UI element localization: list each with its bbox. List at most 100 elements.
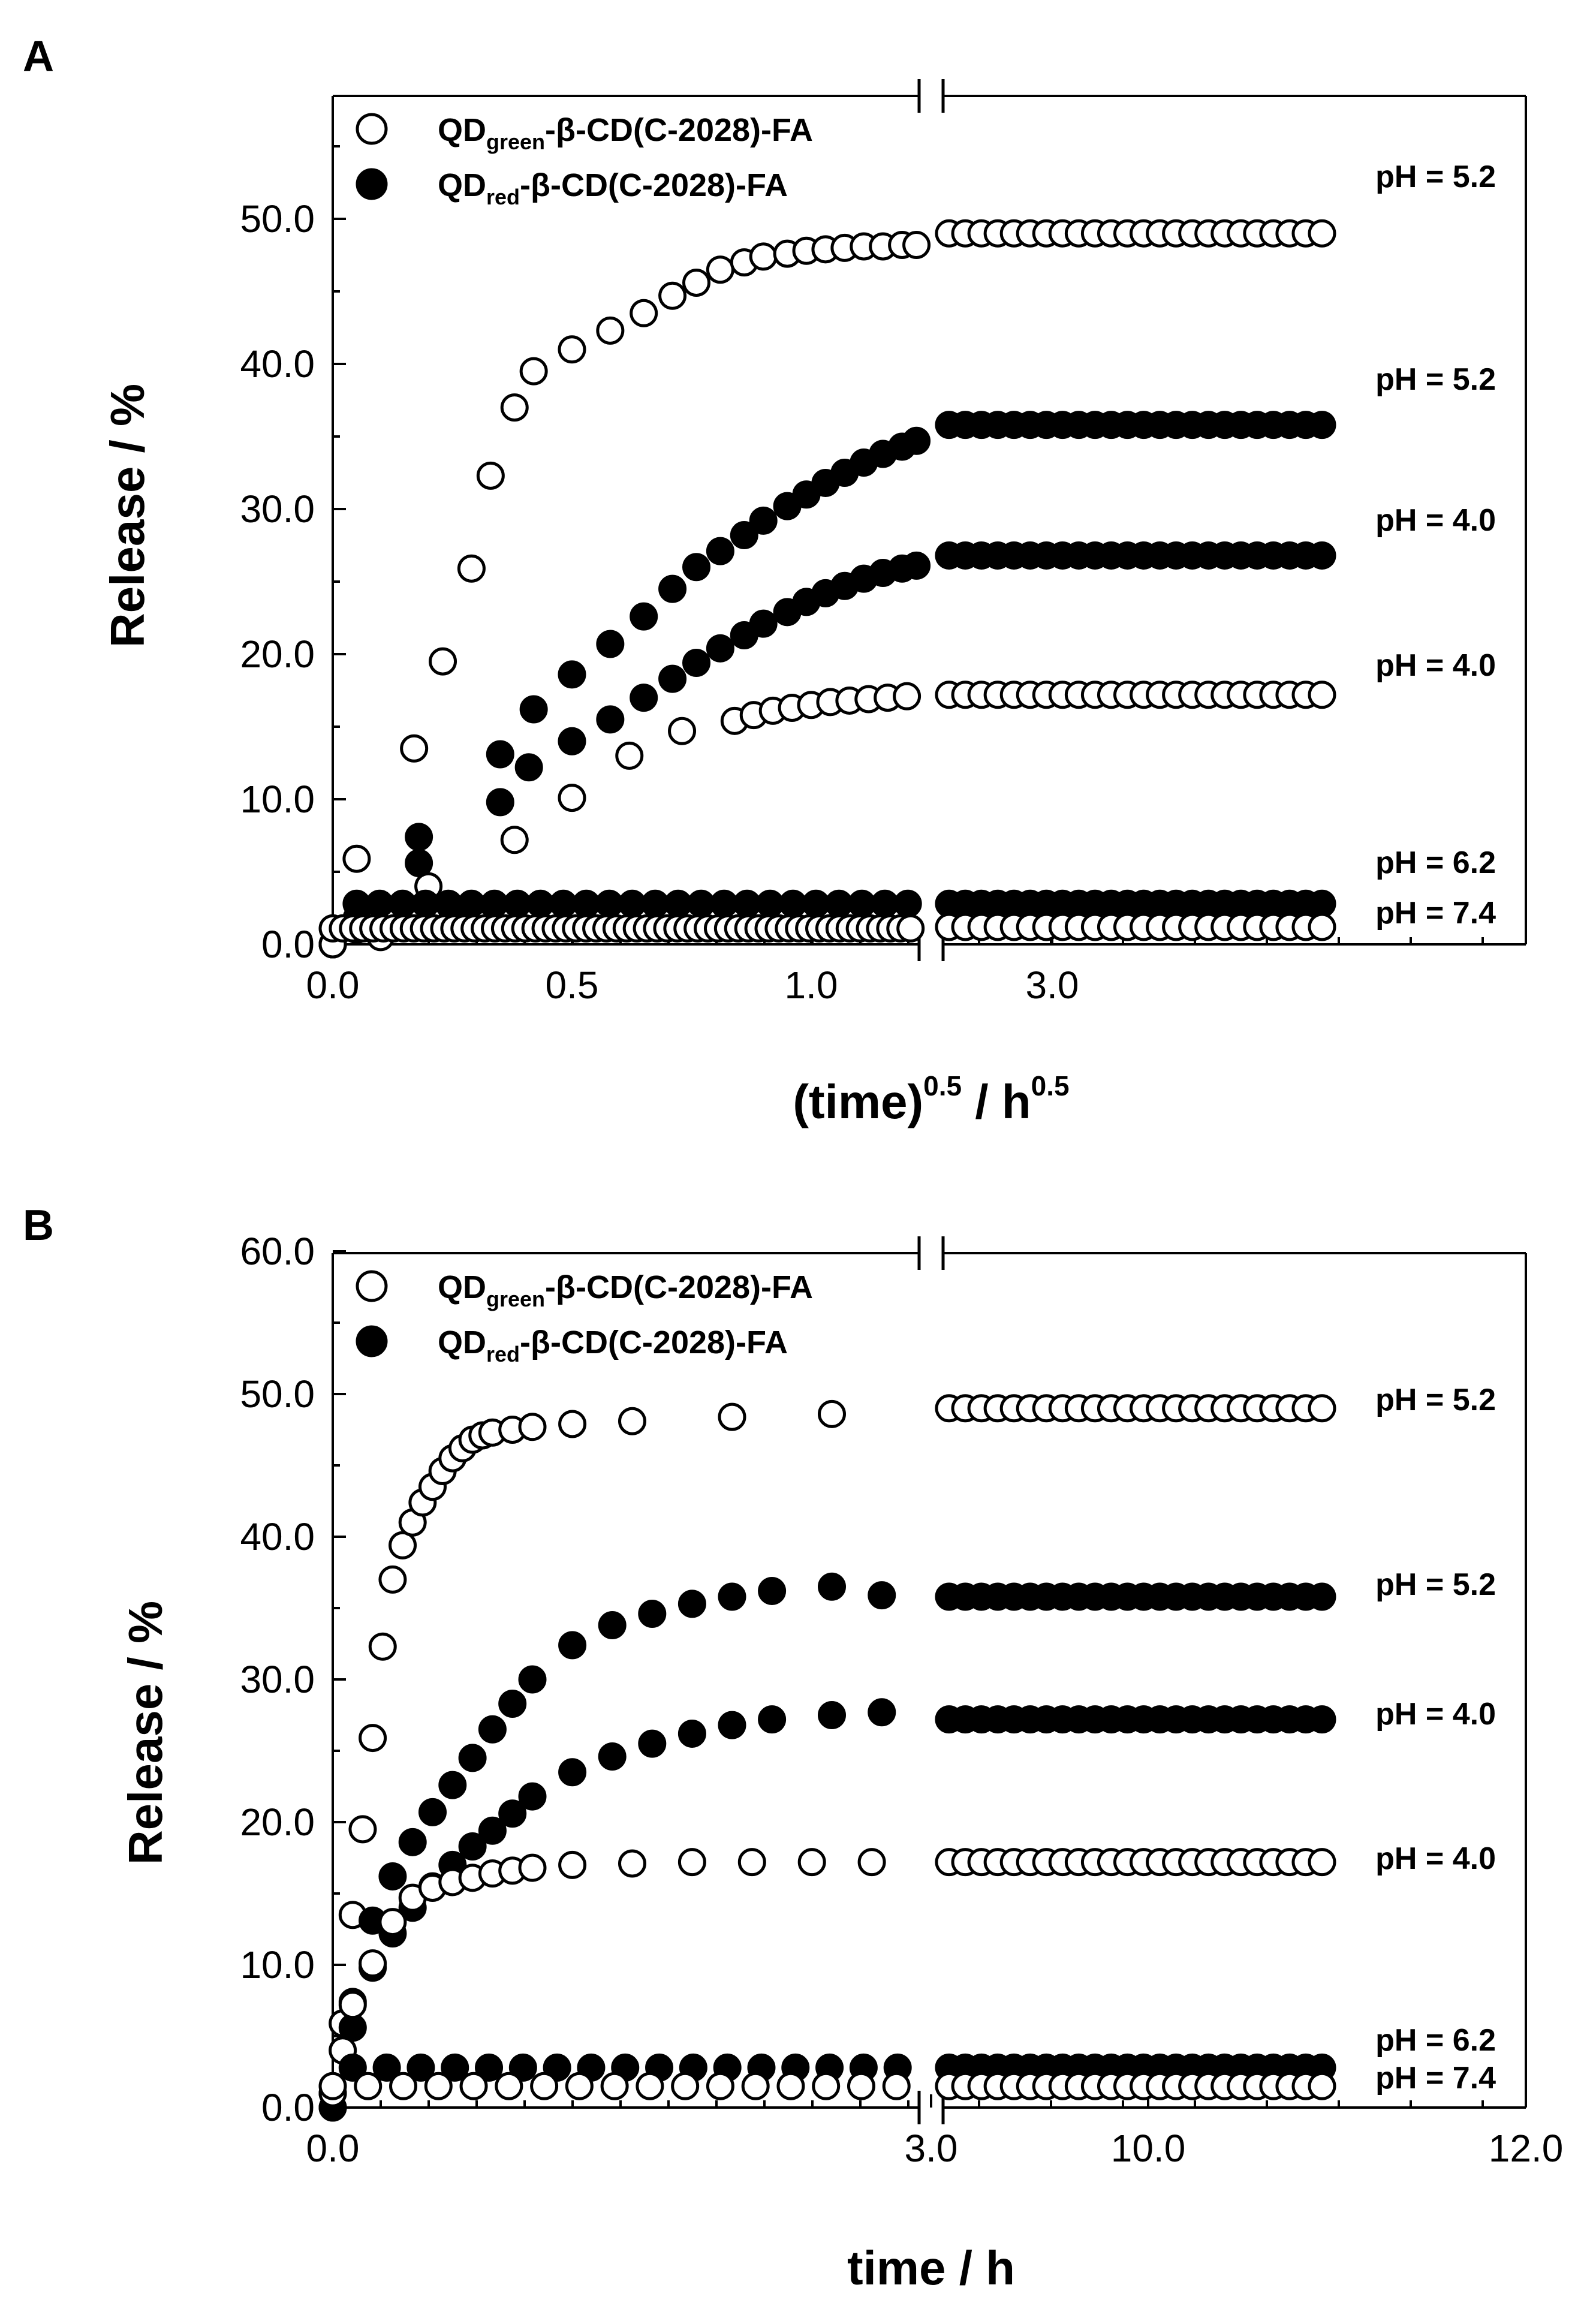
data-point [658, 574, 687, 603]
data-point [658, 664, 687, 693]
data-point [500, 393, 529, 422]
ph-label: pH = 5.2 [1375, 1567, 1496, 1602]
data-point [359, 1724, 387, 1753]
legend-a: QDgreen-β-CD(C-2028)-FA QDred-β-CD(C-2028… [356, 112, 813, 209]
panel-letter-a: A [23, 32, 54, 80]
data-point [847, 2072, 875, 2100]
data-point [636, 2072, 664, 2100]
plateau-point [1308, 219, 1336, 248]
data-point [706, 537, 734, 565]
data-point [457, 554, 486, 583]
x-tick-label: 3.0 [905, 2127, 958, 2170]
data-point [514, 753, 543, 782]
data-point [498, 1799, 527, 1828]
data-point [902, 551, 931, 580]
data-point [638, 1729, 667, 1758]
data-point [755, 889, 784, 918]
data-point [478, 1715, 507, 1744]
ph-label: pH = 5.2 [1375, 362, 1496, 397]
data-point [818, 1701, 846, 1729]
y-axis-title-a: Release / % [101, 384, 154, 648]
data-point [749, 609, 778, 638]
data-point [630, 299, 658, 327]
panel-b: B 0.0 10.0 20.0 30.0 40.0 50.0 60.0 0.0 3.0 10.0 1… [23, 1202, 1563, 2295]
data-point [565, 2072, 594, 2100]
data-point [600, 2072, 629, 2100]
legend-label: QDgreen-β-CD(C-2028)-FA [438, 1269, 813, 1311]
data-point [518, 1413, 547, 1441]
data-point [389, 1531, 417, 1560]
x-tick-label: 1.0 [785, 964, 838, 1007]
points-a [318, 219, 1336, 959]
data-point [749, 506, 778, 535]
plateau-point [1308, 1705, 1336, 1734]
plateau-point [1308, 2072, 1336, 2100]
data-point [677, 1848, 706, 1877]
data-point [503, 889, 532, 918]
data-point [682, 553, 710, 582]
data-point [389, 2072, 418, 2100]
y-tick-label: 0.0 [261, 2086, 315, 2129]
data-point [368, 1632, 397, 1661]
data-point [411, 889, 440, 918]
data-point [480, 889, 509, 918]
ph-label: pH = 7.4 [1375, 2061, 1496, 2096]
y-tick-label: 50.0 [240, 1372, 315, 1416]
data-point [598, 1611, 627, 1640]
data-point [348, 1815, 377, 1844]
y-tick-label: 40.0 [240, 1515, 315, 1558]
data-point [618, 889, 647, 918]
data-point [730, 521, 758, 550]
legend-label: QDgreen-β-CD(C-2028)-FA [438, 112, 813, 154]
data-point [893, 889, 922, 918]
data-point [706, 255, 734, 284]
data-point [818, 1399, 846, 1428]
data-point [812, 2072, 841, 2100]
plateau-point [1308, 1848, 1336, 1877]
data-point [558, 1410, 587, 1438]
data-point [434, 889, 463, 918]
data-point [478, 1816, 507, 1845]
y-tick-label: 10.0 [240, 1943, 315, 1986]
plateau-point [1308, 541, 1336, 570]
data-point [737, 1848, 766, 1877]
data-point [441, 2053, 469, 2082]
ph-label: pH = 6.2 [1375, 2023, 1496, 2058]
data-point [486, 740, 514, 769]
data-point [378, 1908, 407, 1937]
data-point [682, 649, 710, 678]
ph-label: pH = 6.2 [1375, 845, 1496, 880]
data-point [882, 2072, 911, 2100]
data-point [405, 823, 433, 851]
data-point [418, 1798, 447, 1826]
data-point [558, 784, 586, 812]
data-point [518, 1665, 547, 1694]
legend-marker [356, 113, 388, 145]
data-point [558, 727, 586, 755]
data-point [896, 914, 925, 943]
data-point [824, 889, 853, 918]
data-point [630, 684, 658, 712]
data-point [857, 1848, 886, 1877]
data-point [458, 1832, 487, 1861]
ph-label: pH = 7.4 [1375, 896, 1496, 931]
data-point [902, 231, 931, 260]
data-point [558, 1631, 587, 1660]
data-point [718, 1711, 746, 1739]
data-point [486, 788, 514, 817]
data-point [668, 717, 697, 745]
data-point [595, 889, 624, 918]
data-point [519, 357, 548, 386]
data-point [758, 1705, 787, 1734]
data-point [618, 1849, 646, 1878]
legend-label: QDred-β-CD(C-2028)-FA [438, 167, 788, 209]
data-point [871, 889, 899, 918]
data-point [677, 1589, 706, 1618]
data-point [558, 1850, 587, 1879]
data-point [500, 826, 529, 854]
x-tick-label: 0.5 [546, 964, 599, 1007]
y-tick-label: 10.0 [240, 778, 315, 821]
data-point [406, 2053, 435, 2082]
data-point [758, 1576, 787, 1605]
data-point [779, 889, 808, 918]
